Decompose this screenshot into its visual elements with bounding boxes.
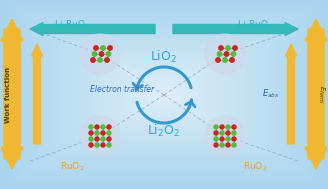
FancyArrow shape (31, 44, 43, 144)
Circle shape (95, 143, 99, 147)
Text: Work function: Work function (5, 67, 11, 123)
Circle shape (226, 137, 230, 141)
Text: $\mathrm{Li_xRuO_2}$: $\mathrm{Li_xRuO_2}$ (54, 19, 90, 31)
Circle shape (89, 125, 93, 129)
Circle shape (220, 125, 224, 129)
Circle shape (106, 52, 111, 56)
Circle shape (95, 137, 99, 141)
Circle shape (80, 34, 120, 74)
Circle shape (80, 116, 120, 156)
Text: $\mathrm{RuO_2}$: $\mathrm{RuO_2}$ (243, 161, 267, 173)
Circle shape (205, 34, 245, 74)
Circle shape (217, 52, 222, 56)
FancyArrow shape (173, 22, 298, 36)
Circle shape (220, 137, 224, 141)
Circle shape (230, 58, 234, 62)
Text: $\mathrm{LiO_2}$: $\mathrm{LiO_2}$ (151, 49, 177, 65)
Circle shape (105, 58, 109, 62)
Text: $\mathrm{RuO_2}$: $\mathrm{RuO_2}$ (60, 161, 84, 173)
Circle shape (214, 143, 218, 147)
Circle shape (231, 52, 236, 56)
Circle shape (216, 58, 220, 62)
Circle shape (91, 58, 95, 62)
Circle shape (101, 143, 105, 147)
Text: $\mathrm{Li_2O_2}$: $\mathrm{Li_2O_2}$ (148, 123, 180, 139)
FancyArrow shape (1, 19, 23, 159)
Circle shape (101, 125, 105, 129)
Circle shape (214, 125, 218, 129)
Text: Electron transfer: Electron transfer (90, 85, 154, 94)
Text: $\mathrm{Li_xRuO_2}$: $\mathrm{Li_xRuO_2}$ (237, 19, 273, 31)
Circle shape (95, 125, 99, 129)
Circle shape (205, 116, 245, 156)
Circle shape (220, 143, 224, 147)
Circle shape (233, 46, 237, 50)
Circle shape (232, 125, 236, 129)
Circle shape (214, 137, 218, 141)
Circle shape (219, 46, 223, 50)
Circle shape (107, 131, 111, 135)
Circle shape (108, 46, 112, 50)
Circle shape (226, 143, 230, 147)
Circle shape (89, 143, 93, 147)
Circle shape (98, 58, 102, 62)
Text: $E_{abs}$: $E_{abs}$ (262, 88, 279, 100)
Circle shape (226, 131, 230, 135)
FancyArrow shape (305, 19, 327, 159)
Circle shape (226, 46, 230, 50)
Circle shape (101, 137, 105, 141)
Circle shape (107, 125, 111, 129)
FancyArrow shape (285, 44, 297, 144)
Circle shape (107, 137, 111, 141)
FancyArrow shape (1, 29, 23, 169)
Circle shape (89, 131, 93, 135)
Text: $E_{fermi}$: $E_{fermi}$ (316, 85, 326, 105)
FancyArrow shape (305, 29, 327, 169)
Circle shape (232, 131, 236, 135)
Circle shape (232, 137, 236, 141)
Circle shape (226, 125, 230, 129)
Circle shape (101, 131, 105, 135)
Circle shape (107, 143, 111, 147)
Circle shape (220, 131, 224, 135)
Circle shape (95, 131, 99, 135)
Circle shape (232, 143, 236, 147)
FancyArrow shape (30, 22, 155, 36)
Circle shape (101, 46, 105, 50)
Circle shape (224, 52, 229, 56)
Circle shape (89, 137, 93, 141)
Circle shape (92, 52, 97, 56)
Circle shape (223, 58, 227, 62)
Circle shape (214, 131, 218, 135)
Circle shape (99, 52, 104, 56)
Circle shape (94, 46, 98, 50)
